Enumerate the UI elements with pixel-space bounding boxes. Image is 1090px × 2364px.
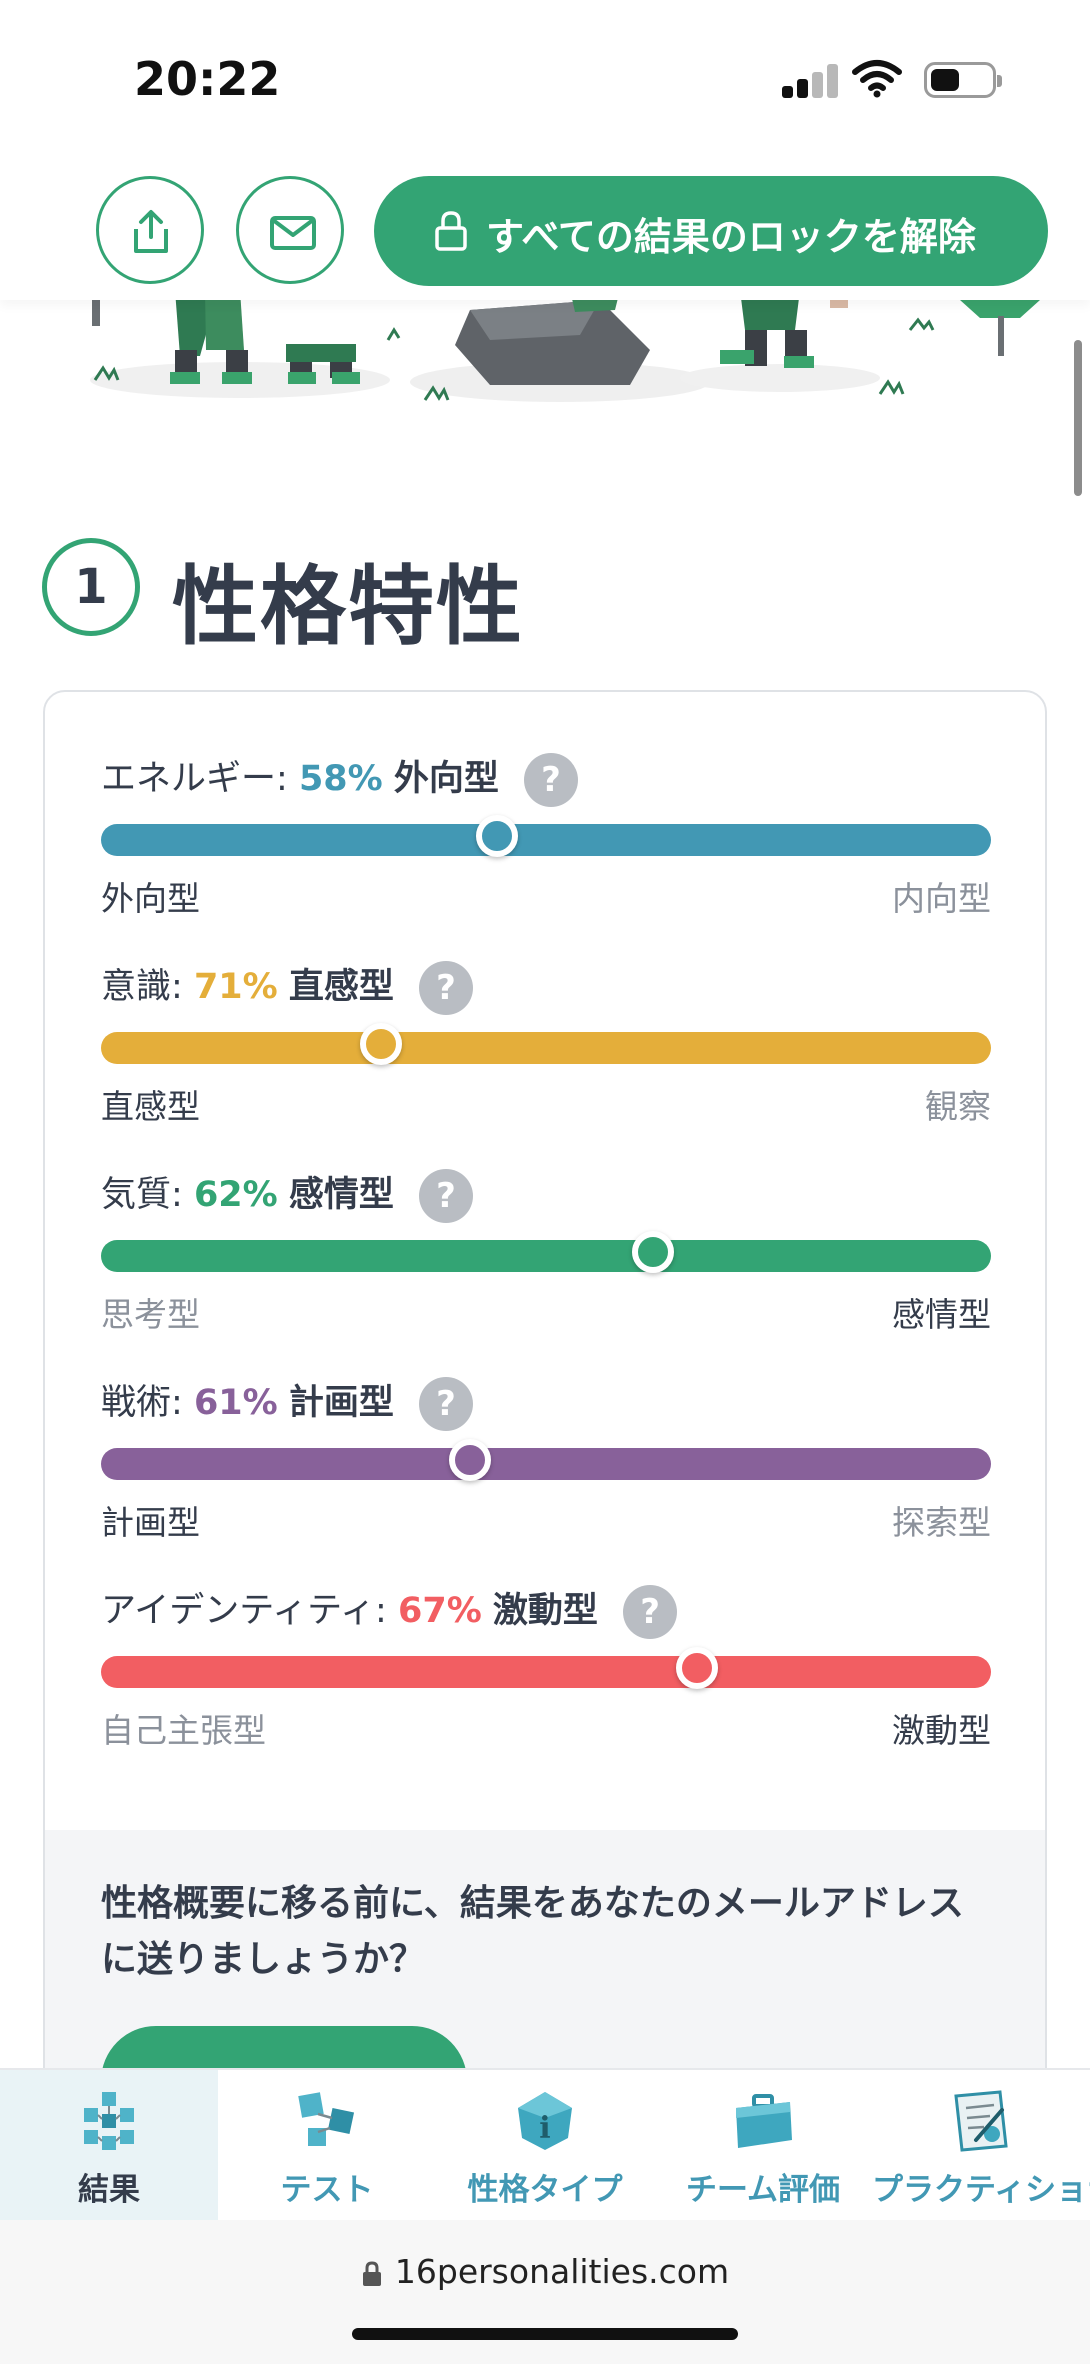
scroll-indicator[interactable] [1074,340,1082,496]
test-cubes-icon [298,2092,355,2146]
lock-icon [362,2260,381,2286]
trait-slider-track [101,815,991,857]
trait-percent: 62% [193,1175,278,1215]
help-icon[interactable]: ? [419,1169,474,1223]
nav-item-test[interactable]: テスト [218,2070,436,2222]
certificate-icon [954,2090,1008,2152]
home-indicator[interactable] [352,2328,738,2340]
trait-label: アイデンティティ: [101,1591,387,1631]
trait-percent: 71% [193,967,278,1007]
nav-label: 性格タイプ [467,2172,623,2208]
trait-label: 戦術: [101,1383,183,1423]
address-field[interactable]: 16personalities.com [0,2252,1090,2291]
nav-label: テスト [280,2172,374,2208]
nav-item-practitioners[interactable]: プラクティショナ [872,2070,1090,2222]
nav-label: プラクティショナ [872,2172,1090,2208]
unlock-label: すべての結果のロックを解除 [486,215,976,259]
trait-type: 外向型 [393,759,499,799]
bottom-navigation: 結果 テスト i 性格タイプ チーム評価 プラ [0,2068,1090,2222]
trait-slider-thumb [631,1231,674,1273]
nav-label: 結果 [78,2172,140,2208]
action-header: すべての結果のロックを解除 [0,150,1090,300]
trait-left-pole: 計画型 [101,1503,200,1542]
trait-slider-track [101,1439,991,1481]
trait-mind: 意識: 71% 直感型 ? 直感型 観察 [101,958,991,1128]
section-number-badge: 1 [42,538,140,636]
nav-label: チーム評価 [685,2172,841,2208]
trait-left-pole: 思考型 [101,1295,200,1334]
battery-icon [924,62,1002,98]
trait-right-pole: 激動型 [892,1711,991,1750]
trait-right-pole: 探索型 [892,1503,991,1542]
nav-item-personality-types[interactable]: i 性格タイプ [436,2070,654,2222]
nav-item-results[interactable]: 結果 [0,2070,218,2222]
unlock-all-results-button[interactable]: すべての結果のロックを解除 [374,176,1048,286]
url-text: 16personalities.com [394,2252,730,2291]
browser-url-bar: 16personalities.com [0,2220,1090,2364]
trait-right-pole: 内向型 [892,879,991,918]
header-illustration [90,290,1040,402]
trait-right-pole: 観察 [925,1087,991,1126]
lock-icon [435,211,467,251]
share-button[interactable] [96,176,204,284]
trait-slider-thumb [676,1647,719,1689]
svg-text:i: i [539,2111,550,2146]
trait-tactics: 戦術: 61% 計画型 ? 計画型 探索型 [101,1374,991,1544]
nav-item-team-assessment[interactable]: チーム評価 [654,2070,872,2222]
personality-traits-card: エネルギー: 58% 外向型 ? 外向型 内向型 意識: 71% 直感型 ? 直… [43,690,1047,2090]
trait-right-pole: 感情型 [892,1295,991,1334]
trait-nature: 気質: 62% 感情型 ? 思考型 感情型 [101,1166,991,1336]
trait-slider-track [101,1231,991,1273]
email-button[interactable] [236,176,344,284]
email-prompt-text: 性格概要に移る前に、結果をあなたのメールアドレスに送りましょうか？ [101,1883,964,1980]
trait-left-pole: 自己主張型 [101,1711,266,1750]
status-time: 20:22 [134,52,281,106]
wifi-icon [852,60,902,98]
trait-left-pole: 直感型 [101,1087,200,1126]
trait-slider-thumb [449,1439,492,1481]
trait-percent: 61% [193,1383,278,1423]
trait-type: 直感型 [288,967,394,1007]
trait-slider-thumb [360,1023,403,1065]
trait-label: 意識: [101,967,183,1007]
trait-label: エネルギー: [101,759,288,799]
trait-slider-track [101,1647,991,1689]
trait-type: 計画型 [288,1383,394,1423]
trait-identity: アイデンティティ: 67% 激動型 ? 自己主張型 激動型 [101,1582,991,1752]
trait-percent: 67% [397,1591,482,1631]
trait-percent: 58% [298,759,383,799]
status-bar: 20:22 [0,0,1090,150]
section-title: 性格特性 [172,557,524,657]
help-icon[interactable]: ? [623,1585,678,1639]
help-icon[interactable]: ? [419,1377,474,1431]
briefcase-icon [736,2094,792,2148]
trait-slider-track [101,1023,991,1065]
results-cubes-icon [84,2092,134,2150]
cellular-signal-icon [782,64,840,98]
trait-type: 感情型 [288,1175,394,1215]
share-icon [134,210,168,253]
mail-icon [270,216,316,250]
info-gem-icon: i [518,2092,572,2150]
help-icon[interactable]: ? [419,961,474,1015]
trait-slider-thumb [476,815,519,857]
trait-label: 気質: [101,1175,183,1215]
trait-type: 激動型 [492,1591,598,1631]
help-icon[interactable]: ? [524,753,579,807]
trait-energy: エネルギー: 58% 外向型 ? 外向型 内向型 [101,750,991,920]
email-results-prompt: 性格概要に移る前に、結果をあなたのメールアドレスに送りましょうか？ [45,1830,1045,2088]
trait-left-pole: 外向型 [101,879,200,918]
